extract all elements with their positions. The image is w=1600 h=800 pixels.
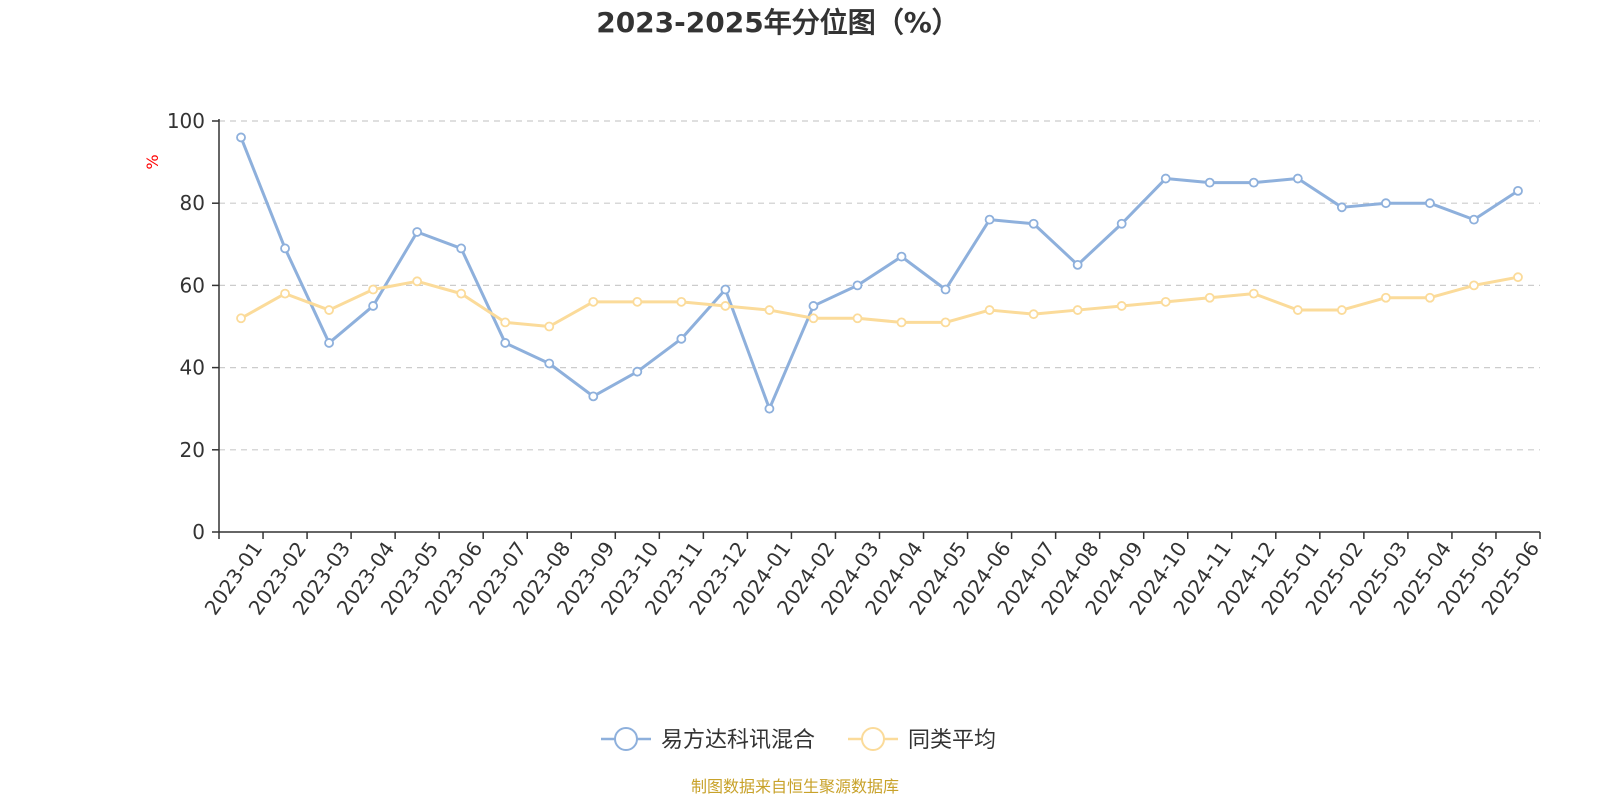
data-point[interactable] (1292, 173, 1303, 184)
data-point[interactable] (764, 403, 775, 414)
data-point[interactable] (1248, 177, 1259, 188)
data-point[interactable] (940, 317, 951, 328)
data-point[interactable] (412, 227, 423, 237)
data-point[interactable] (852, 313, 863, 324)
legend[interactable]: 易方达科讯混合 同类平均 (601, 727, 996, 753)
series-line (239, 136, 1519, 411)
y-tick-label: 80 (180, 191, 205, 215)
data-point[interactable] (1380, 292, 1391, 303)
data-point[interactable] (852, 280, 863, 291)
data-point[interactable] (456, 243, 467, 254)
y-tick-label: 100 (167, 109, 205, 133)
data-point[interactable] (456, 288, 467, 299)
data-point[interactable] (280, 288, 290, 299)
data-point[interactable] (1204, 177, 1215, 188)
y-tick-label: 20 (180, 438, 205, 462)
data-point[interactable] (500, 317, 511, 328)
data-point[interactable] (1248, 288, 1259, 299)
axes: 0204060801002023-012023-022023-032023-04… (167, 109, 1544, 619)
data-point[interactable] (1336, 202, 1347, 213)
data-point[interactable] (368, 301, 379, 311)
data-point[interactable] (808, 301, 819, 311)
y-tick-label: 0 (192, 520, 205, 544)
data-point[interactable] (1292, 305, 1303, 315)
data-point[interactable] (1072, 259, 1083, 270)
data-point[interactable] (1380, 198, 1391, 209)
data-point[interactable] (1469, 214, 1479, 225)
y-tick-label: 60 (180, 273, 205, 297)
grid-lines (219, 120, 1540, 451)
source-text: 制图数据来自恒生聚源数据库 (691, 777, 899, 796)
data-point[interactable] (412, 276, 423, 287)
legend-item-1[interactable]: 易方达科讯混合 (601, 727, 815, 753)
data-point[interactable] (588, 296, 599, 307)
legend-item-2[interactable]: 同类平均 (848, 727, 996, 753)
data-point[interactable] (544, 321, 555, 332)
data-point[interactable] (544, 358, 555, 369)
series-2 (236, 272, 1523, 332)
series-layer (236, 132, 1523, 414)
data-point[interactable] (940, 284, 951, 295)
data-point[interactable] (324, 338, 334, 348)
data-point[interactable] (1116, 301, 1127, 311)
data-point[interactable] (1469, 280, 1479, 291)
data-point[interactable] (808, 313, 819, 324)
legend-label: 同类平均 (908, 728, 996, 753)
data-point[interactable] (896, 251, 907, 262)
data-point[interactable] (720, 284, 731, 295)
data-point[interactable] (1204, 292, 1215, 303)
data-point[interactable] (1513, 272, 1523, 283)
legend-marker-icon (614, 727, 638, 751)
data-point[interactable] (368, 284, 379, 295)
data-point[interactable] (324, 305, 334, 315)
data-point[interactable] (1116, 218, 1127, 229)
legend-marker-icon (861, 727, 885, 751)
data-point[interactable] (1425, 292, 1435, 303)
data-point[interactable] (896, 317, 907, 328)
data-point[interactable] (984, 305, 995, 315)
data-point[interactable] (676, 296, 687, 307)
data-point[interactable] (1072, 305, 1083, 315)
data-point[interactable] (1028, 309, 1039, 320)
data-point[interactable] (632, 296, 643, 307)
data-point[interactable] (676, 333, 687, 344)
series-line (240, 275, 1519, 328)
data-point[interactable] (720, 301, 731, 311)
data-point[interactable] (984, 214, 995, 225)
data-point[interactable] (236, 313, 246, 324)
chart-title: 2023-2025年分位图（%） (596, 6, 960, 39)
data-point[interactable] (1028, 218, 1039, 229)
data-point[interactable] (632, 366, 643, 377)
data-point[interactable] (1336, 305, 1347, 315)
data-point[interactable] (280, 243, 290, 254)
data-point[interactable] (1160, 173, 1171, 184)
data-point[interactable] (500, 338, 511, 348)
data-point[interactable] (1513, 185, 1523, 196)
legend-label: 易方达科讯混合 (661, 728, 815, 753)
data-point[interactable] (236, 132, 246, 143)
y-tick-label: 40 (180, 356, 205, 380)
y-axis-unit: % (143, 154, 162, 169)
data-point[interactable] (1160, 296, 1171, 307)
data-point[interactable] (764, 305, 775, 315)
series-1 (236, 132, 1523, 414)
data-point[interactable] (1425, 198, 1435, 209)
data-point[interactable] (588, 391, 599, 402)
